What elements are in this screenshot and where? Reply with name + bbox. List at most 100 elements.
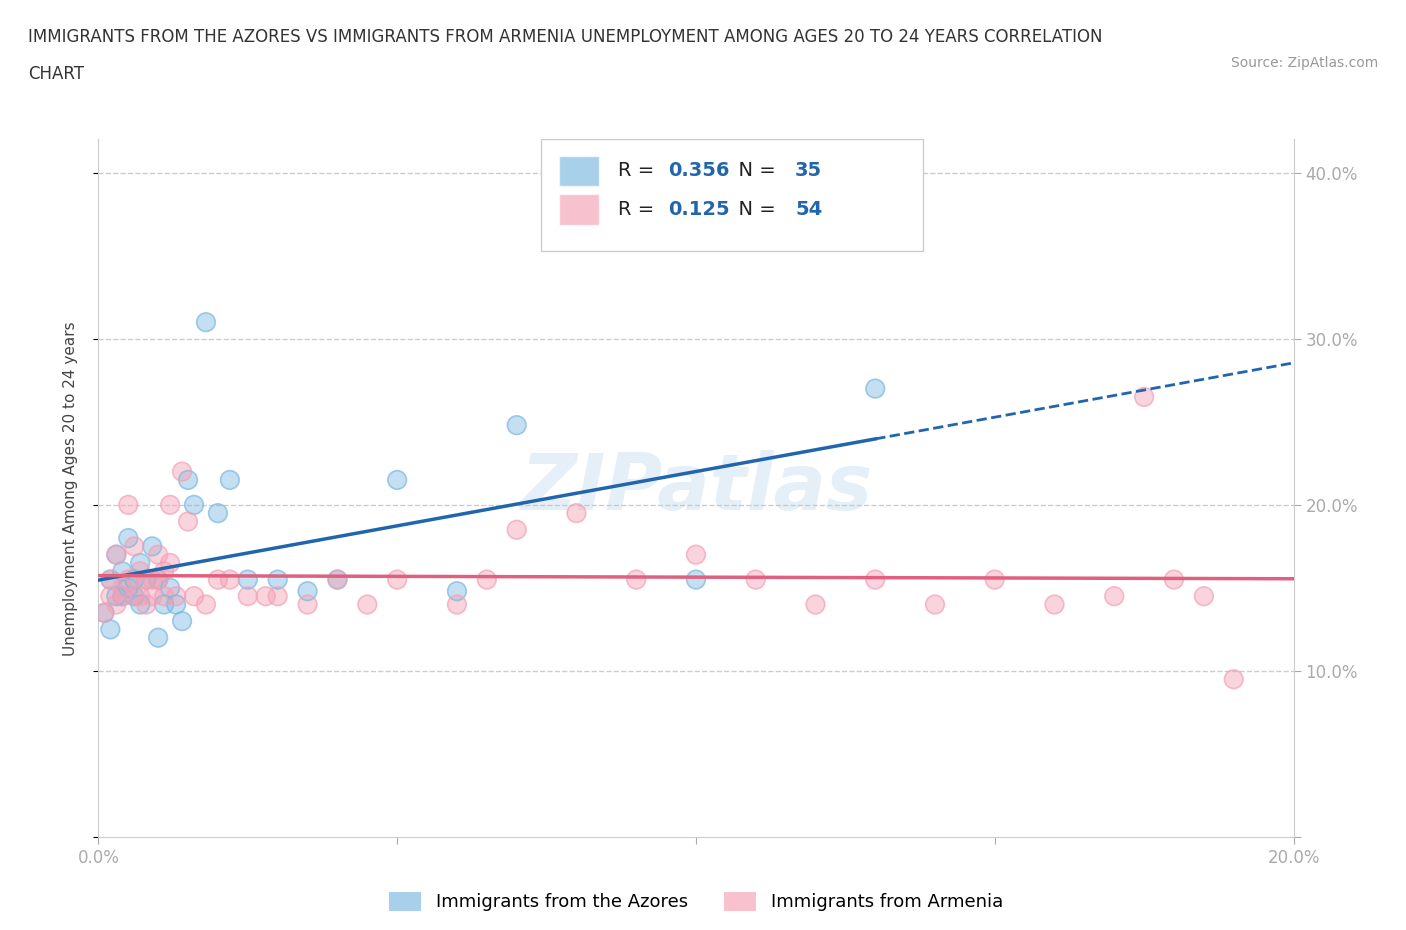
Point — [105, 547, 128, 562]
Point — [100, 572, 122, 587]
Point — [129, 589, 152, 604]
Point — [804, 597, 827, 612]
Point — [105, 547, 128, 562]
Point — [100, 572, 122, 587]
Point — [172, 614, 194, 629]
Point — [385, 572, 409, 587]
Point — [1133, 390, 1156, 405]
Point — [984, 572, 1007, 587]
Point — [159, 555, 181, 570]
Point — [446, 597, 468, 612]
Point — [506, 418, 529, 432]
Point — [865, 572, 887, 587]
Point — [117, 580, 139, 595]
Point — [148, 572, 170, 587]
Point — [385, 472, 409, 487]
FancyBboxPatch shape — [540, 140, 922, 251]
Point — [924, 597, 946, 612]
Point — [153, 597, 176, 612]
Point — [100, 589, 122, 604]
Point — [865, 381, 887, 396]
Point — [475, 572, 498, 587]
Point — [111, 589, 134, 604]
Point — [165, 597, 187, 612]
Point — [685, 547, 707, 562]
Point — [111, 589, 134, 604]
Point — [117, 572, 139, 587]
Point — [1163, 572, 1185, 587]
Point — [105, 597, 128, 612]
Point — [475, 572, 498, 587]
Point — [148, 631, 170, 645]
Point — [297, 584, 319, 599]
Point — [1104, 589, 1126, 604]
Point — [153, 589, 176, 604]
Point — [745, 572, 768, 587]
Point — [124, 572, 146, 587]
Point — [129, 564, 152, 578]
Point — [1223, 671, 1246, 686]
Point — [1192, 589, 1215, 604]
Point — [172, 614, 194, 629]
Point — [129, 589, 152, 604]
Point — [172, 464, 194, 479]
Point — [565, 506, 588, 521]
Point — [326, 572, 349, 587]
Point — [385, 572, 409, 587]
Point — [195, 314, 218, 329]
Point — [148, 572, 170, 587]
Point — [117, 531, 139, 546]
Point — [183, 589, 205, 604]
Point — [124, 539, 146, 554]
Point — [326, 572, 349, 587]
Point — [1133, 390, 1156, 405]
Point — [195, 597, 218, 612]
Point — [93, 605, 115, 620]
Point — [135, 572, 157, 587]
Point — [159, 580, 181, 595]
Point — [267, 589, 290, 604]
Point — [506, 523, 529, 538]
Point — [135, 597, 157, 612]
Point — [129, 555, 152, 570]
Point — [148, 572, 170, 587]
Point — [297, 597, 319, 612]
Point — [141, 589, 163, 604]
Point — [865, 572, 887, 587]
Point — [326, 572, 349, 587]
Point — [267, 589, 290, 604]
Point — [177, 514, 200, 529]
Point — [93, 605, 115, 620]
Text: 0.125: 0.125 — [668, 200, 730, 219]
Point — [159, 498, 181, 512]
Point — [141, 572, 163, 587]
Text: R =: R = — [619, 162, 661, 180]
Point — [506, 523, 529, 538]
Point — [129, 597, 152, 612]
Point — [159, 580, 181, 595]
Point — [219, 472, 242, 487]
Point — [236, 572, 259, 587]
Point — [148, 547, 170, 562]
Point — [804, 597, 827, 612]
Point — [93, 605, 115, 620]
Point — [1192, 589, 1215, 604]
Point — [141, 539, 163, 554]
Point — [135, 572, 157, 587]
Point — [159, 555, 181, 570]
Point — [172, 464, 194, 479]
Point — [129, 564, 152, 578]
Point — [105, 597, 128, 612]
Point — [111, 564, 134, 578]
Point — [207, 506, 229, 521]
Point — [135, 572, 157, 587]
Point — [626, 572, 648, 587]
Point — [153, 564, 176, 578]
Point — [148, 631, 170, 645]
Point — [446, 584, 468, 599]
Point — [153, 589, 176, 604]
Point — [100, 589, 122, 604]
Text: 0.356: 0.356 — [668, 162, 730, 180]
Point — [236, 572, 259, 587]
Point — [117, 572, 139, 587]
